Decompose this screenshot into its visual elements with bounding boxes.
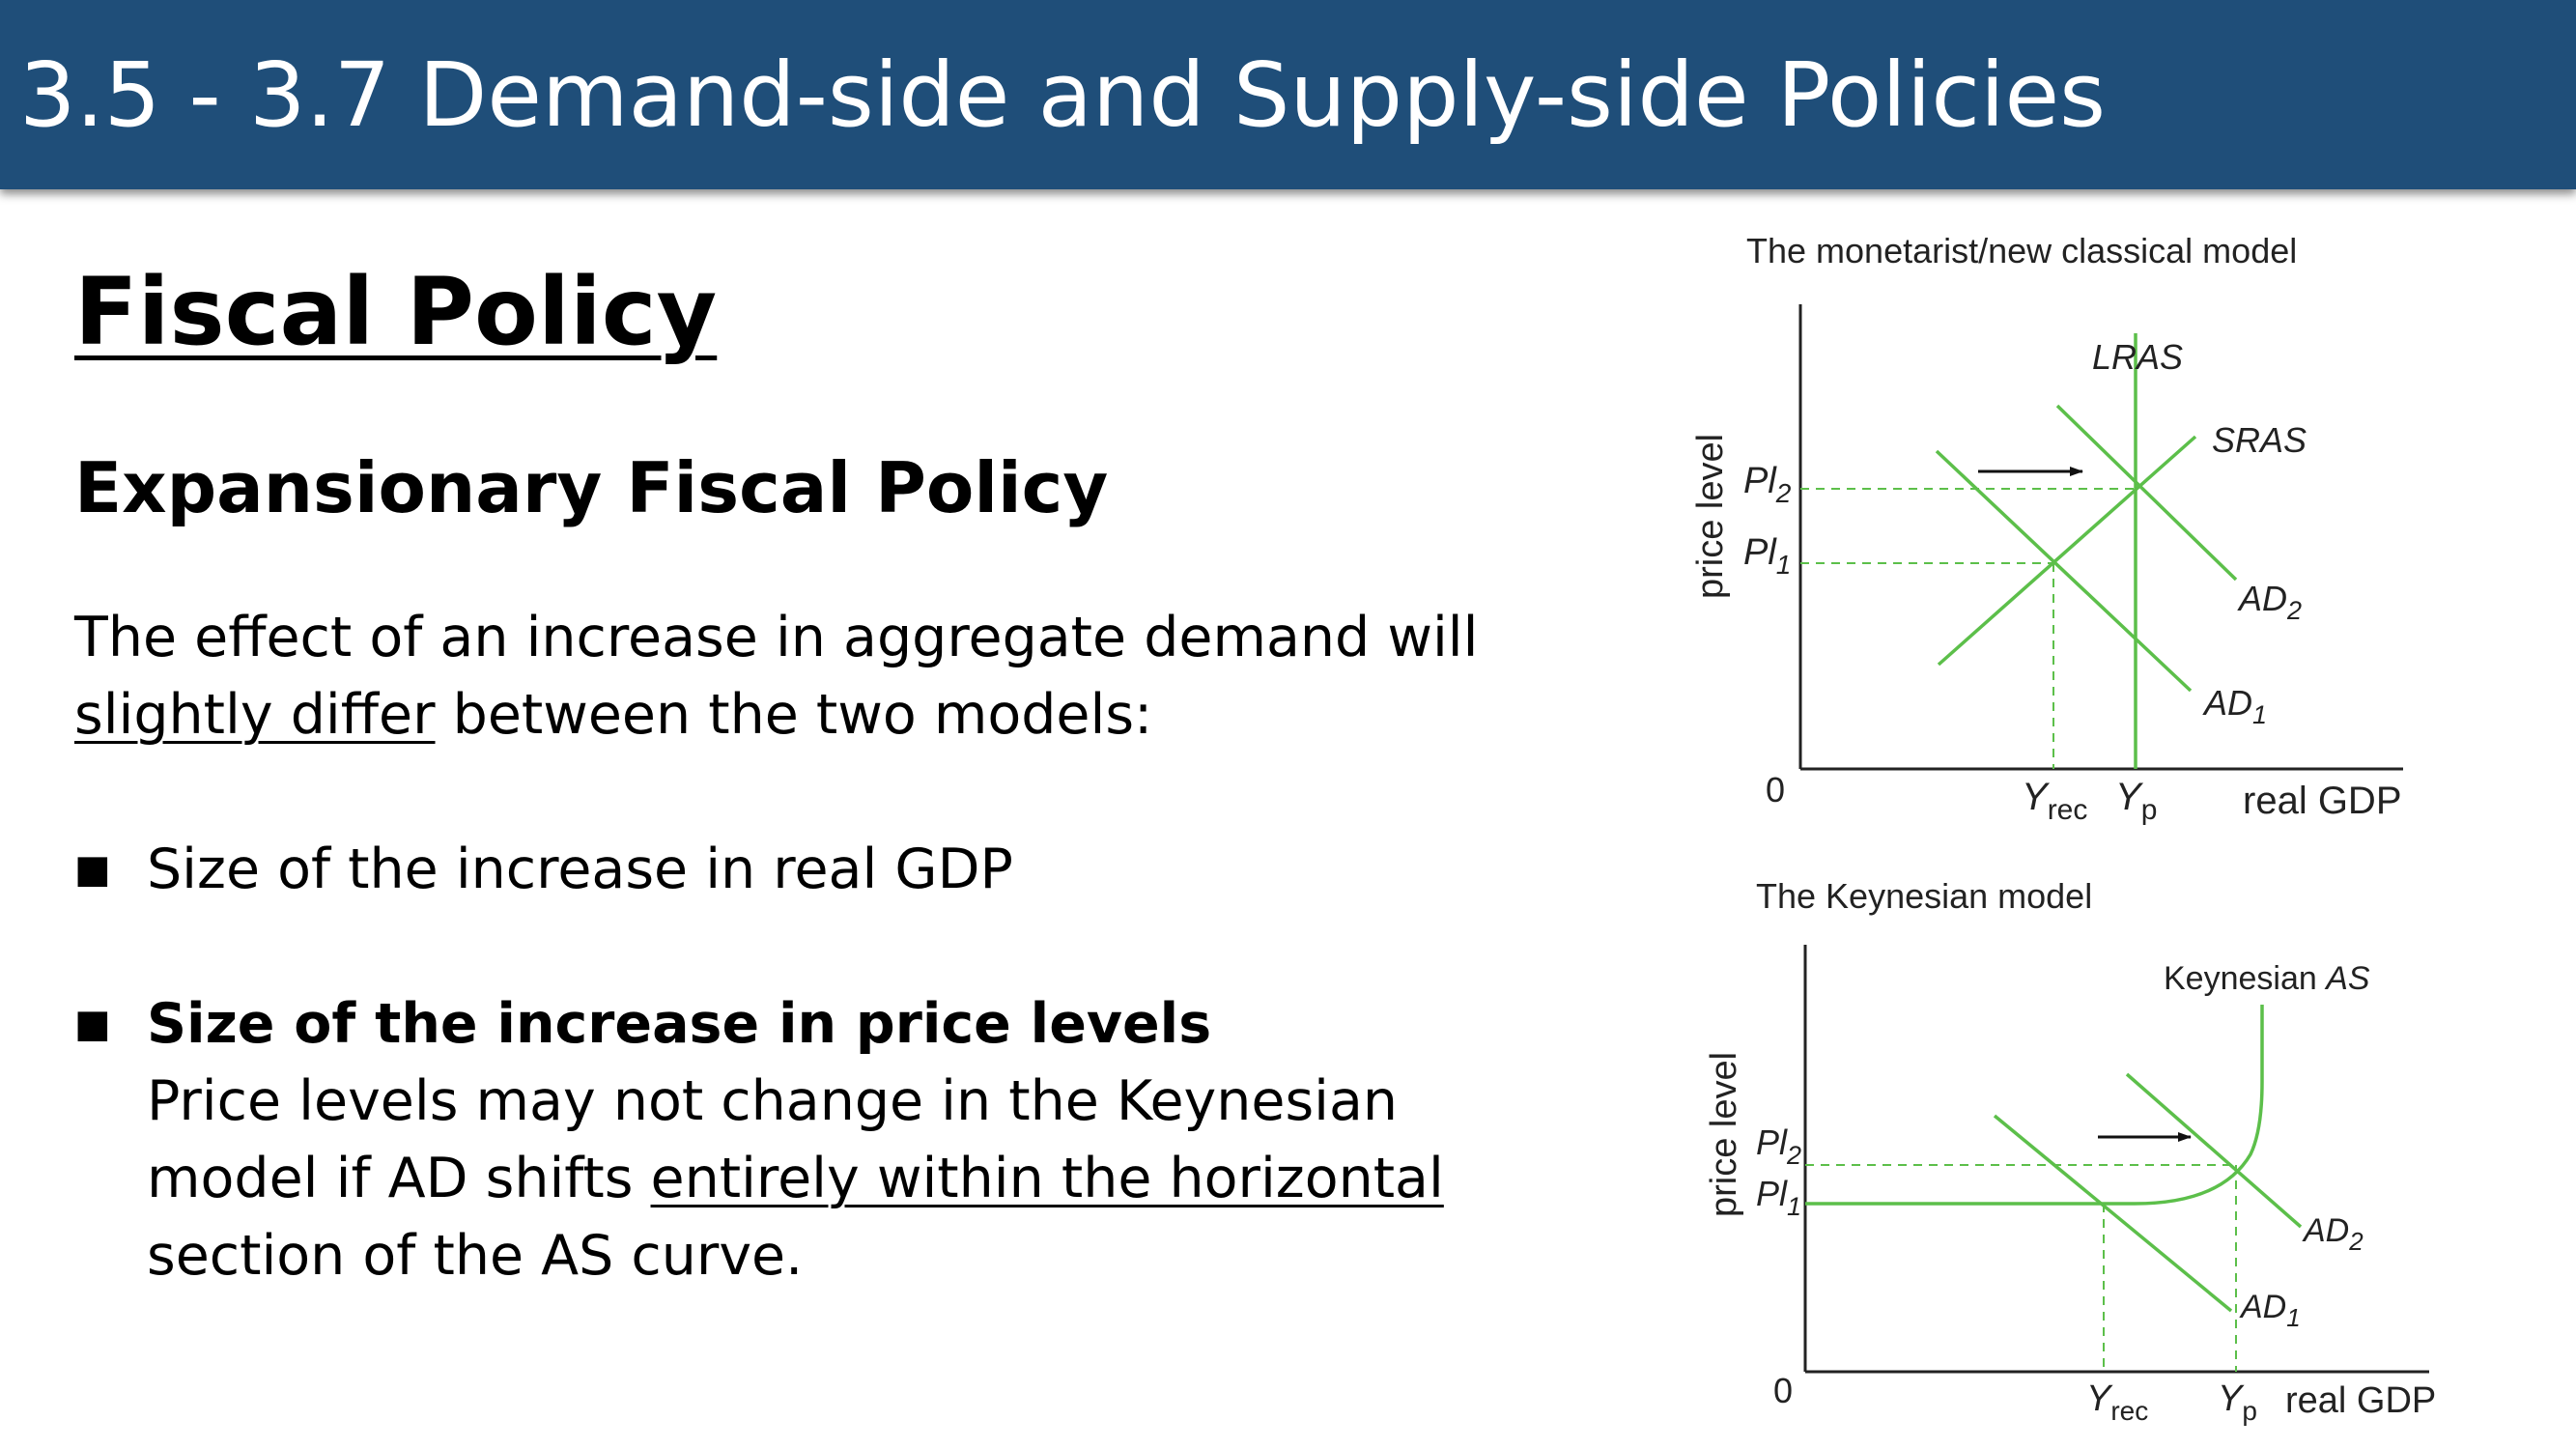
monetarist-ad2-curve [2055, 404, 2238, 582]
monetarist-origin-label: 0 [1766, 770, 1785, 810]
monetarist-yrec-label: Yrec [2022, 776, 2087, 826]
monetarist-x-axis-label: real GDP [2243, 780, 2402, 822]
keynesian-title: The Keynesian model [1756, 876, 2092, 916]
square-bullet-icon: ■ [74, 1002, 111, 1046]
intro-underlined-text: slightly differ [74, 683, 436, 747]
keynesian-pl2-label: Pl2 [1756, 1122, 1801, 1170]
keynesian-x-axis-label: real GDP [2285, 1380, 2436, 1421]
keynesian-as-curve [1805, 1005, 2264, 1206]
bullet-2-line-2-plain: model if AD shifts [147, 1147, 651, 1210]
monetarist-lras-label: LRAS [2092, 337, 2183, 377]
intro-rest-text: between the two models: [435, 683, 1153, 747]
keynesian-ad2-curve [2125, 1072, 2303, 1229]
title-bar: 3.5 - 3.7 Demand-side and Supply-side Po… [0, 0, 2576, 189]
keynesian-as-label: Keynesian AS [2164, 960, 2370, 997]
section-heading: Fiscal Policy [74, 258, 718, 366]
monetarist-ad2-label: AD2 [2237, 579, 2302, 625]
keynesian-yp-label: Yp [2218, 1378, 2257, 1426]
intro-paragraph: The effect of an increase in aggregate d… [74, 599, 1479, 753]
keynesian-ad1-curve [1993, 1114, 2233, 1313]
monetarist-diagram: The monetarist/new classical model price… [1690, 231, 2403, 826]
keynesian-ad2-label: AD2 [2302, 1212, 2364, 1256]
monetarist-ad1-curve [1935, 449, 2193, 693]
keynesian-diagram: The Keynesian model price level real GDP… [1704, 876, 2436, 1426]
slide-title: 3.5 - 3.7 Demand-side and Supply-side Po… [19, 43, 2107, 147]
bullet-2-line-3: section of the AS curve. [147, 1224, 804, 1288]
keynesian-pl1-label: Pl1 [1756, 1174, 1801, 1221]
keynesian-origin-label: 0 [1773, 1371, 1793, 1410]
bullet-1-text: Size of the increase in real GDP [147, 838, 1013, 901]
keynesian-yrec-label: Yrec [2086, 1378, 2148, 1426]
bullet-2-title: Size of the increase in price levels [147, 992, 1212, 1056]
bullet-2-text: Size of the increase in price levels Pri… [147, 985, 1444, 1294]
intro-line-2: slightly differ between the two models: [74, 676, 1427, 753]
monetarist-title: The monetarist/new classical model [1746, 231, 2297, 270]
square-bullet-icon: ■ [74, 847, 111, 892]
keynesian-y-axis-label: price level [1704, 1052, 1744, 1217]
intro-line-1: The effect of an increase in aggregate d… [74, 606, 1479, 669]
monetarist-pl2-label: Pl2 [1743, 461, 1792, 508]
monetarist-sras-curve [1937, 435, 2197, 667]
monetarist-sras-label: SRAS [2212, 420, 2307, 460]
bullet-2-line-1: Price levels may not change in the Keyne… [147, 1069, 1399, 1133]
sub-heading: Expansionary Fiscal Policy [74, 447, 1109, 528]
monetarist-yp-label: Yp [2115, 776, 2157, 826]
monetarist-ad1-label: AD1 [2202, 683, 2267, 729]
monetarist-pl1-label: Pl1 [1743, 532, 1791, 580]
monetarist-y-axis-label: price level [1690, 434, 1731, 599]
keynesian-ad1-label: AD1 [2239, 1289, 2301, 1332]
bullet-2-line-2-underlined: entirely within the horizontal [650, 1147, 1444, 1210]
bullet-2-line-2: model if AD shifts entirely within the h… [147, 1140, 1444, 1217]
